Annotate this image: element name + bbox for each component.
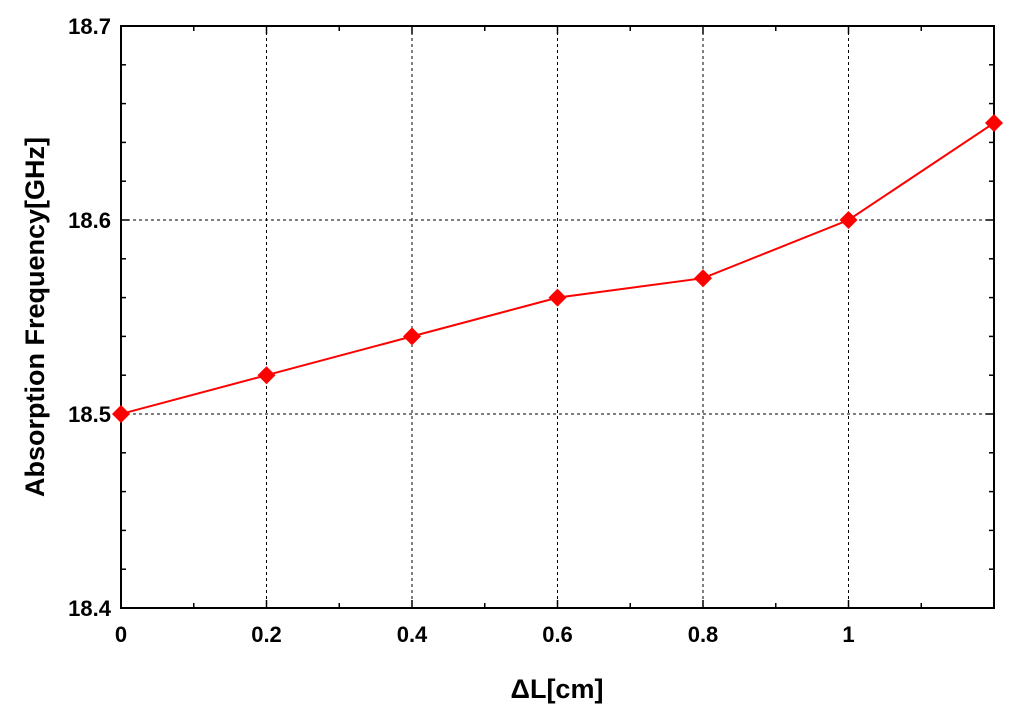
x-tick-label: 0.8 (688, 622, 719, 647)
x-tick-label: 0.4 (397, 622, 428, 647)
y-tick-labels: 18.4 18.5 18.6 18.7 (68, 14, 112, 621)
y-tick-label: 18.6 (68, 208, 111, 233)
x-axis-title: ΔL[cm] (511, 674, 604, 704)
y-axis-title: Absorption Frequency[GHz] (20, 137, 50, 497)
data-point (403, 327, 421, 346)
data-point (112, 405, 130, 423)
grid-lines (121, 26, 994, 608)
x-tick-label: 1 (842, 622, 854, 647)
series-layer (112, 114, 1003, 423)
plot-frame (120, 25, 995, 609)
x-tick-label: 0 (115, 622, 127, 647)
data-point (694, 269, 712, 288)
x-tick-label: 0.6 (542, 622, 573, 647)
data-point (257, 366, 276, 385)
data-point (548, 288, 567, 307)
y-tick-label: 18.4 (68, 596, 112, 621)
x-tick-label: 0.2 (251, 622, 282, 647)
x-tick-labels: 0 0.2 0.4 0.6 0.8 1 (115, 622, 855, 647)
y-tick-label: 18.7 (68, 14, 111, 39)
data-point (985, 114, 1003, 132)
data-point (839, 211, 858, 229)
y-tick-label: 18.5 (68, 402, 111, 427)
